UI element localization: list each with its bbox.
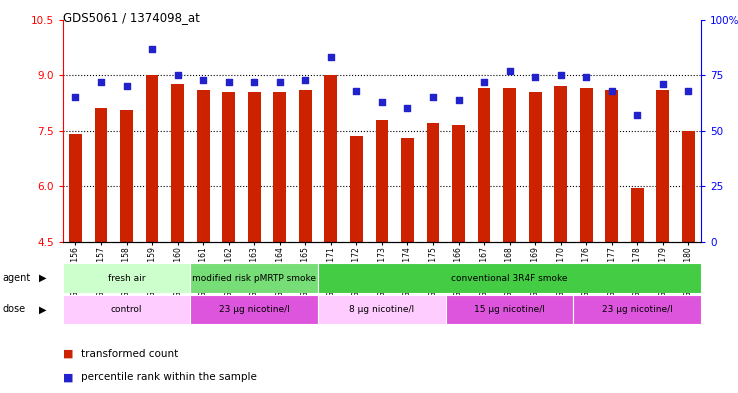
Bar (631, 188, 644, 242)
Bar (94, 108, 108, 242)
Bar (325, 75, 337, 242)
Point (529, 74, 541, 81)
Text: GDS5061 / 1374098_at: GDS5061 / 1374098_at (63, 11, 199, 24)
Text: conventional 3R4F smoke: conventional 3R4F smoke (452, 274, 568, 283)
Point (632, 112, 644, 118)
Bar (299, 90, 311, 242)
Point (223, 79, 235, 85)
Point (452, 96, 464, 103)
Text: 8 μg nicotine/l: 8 μg nicotine/l (349, 305, 415, 314)
Point (683, 88, 694, 94)
Point (427, 94, 439, 101)
Point (197, 77, 209, 83)
Point (300, 77, 311, 83)
Text: modified risk pMRTP smoke: modified risk pMRTP smoke (192, 274, 317, 283)
Point (401, 105, 413, 112)
Bar (318, 263, 701, 293)
Bar (446, 295, 573, 324)
Bar (427, 123, 439, 242)
Point (580, 74, 592, 81)
Bar (63, 263, 190, 293)
Bar (145, 75, 159, 242)
Bar (63, 295, 190, 324)
Point (376, 99, 388, 105)
Bar (503, 88, 516, 242)
Bar (222, 92, 235, 242)
Bar (401, 138, 414, 242)
Point (657, 81, 669, 87)
Text: agent: agent (2, 273, 30, 283)
Text: dose: dose (2, 305, 25, 314)
Point (248, 79, 261, 85)
Point (606, 88, 618, 94)
Bar (573, 295, 701, 324)
Bar (69, 134, 82, 242)
Bar (350, 136, 363, 242)
Text: 15 μg nicotine/l: 15 μg nicotine/l (474, 305, 545, 314)
Text: ■: ■ (63, 372, 73, 382)
Bar (197, 90, 210, 242)
Point (69, 94, 81, 101)
Bar (376, 119, 388, 242)
Text: ▶: ▶ (39, 273, 46, 283)
Text: percentile rank within the sample: percentile rank within the sample (81, 372, 257, 382)
Point (555, 72, 567, 78)
Bar (120, 110, 133, 242)
Bar (171, 84, 184, 242)
Bar (580, 88, 593, 242)
Bar (477, 88, 491, 242)
Bar (248, 92, 261, 242)
Bar (554, 86, 567, 242)
Bar (190, 263, 318, 293)
Text: control: control (111, 305, 142, 314)
Bar (318, 295, 446, 324)
Point (274, 79, 286, 85)
Bar (190, 295, 318, 324)
Text: ▶: ▶ (39, 305, 46, 314)
Point (351, 88, 362, 94)
Point (504, 68, 516, 74)
Point (95, 79, 107, 85)
Text: 23 μg nicotine/l: 23 μg nicotine/l (602, 305, 672, 314)
Point (146, 45, 158, 51)
Bar (452, 125, 465, 242)
Bar (528, 92, 542, 242)
Bar (605, 90, 618, 242)
Text: fresh air: fresh air (108, 274, 145, 283)
Bar (682, 130, 694, 242)
Point (478, 79, 490, 85)
Point (325, 54, 337, 61)
Bar (273, 92, 286, 242)
Text: ■: ■ (63, 349, 73, 359)
Text: transformed count: transformed count (81, 349, 179, 359)
Bar (656, 90, 669, 242)
Text: 23 μg nicotine/l: 23 μg nicotine/l (219, 305, 289, 314)
Point (172, 72, 184, 78)
Point (121, 83, 133, 90)
